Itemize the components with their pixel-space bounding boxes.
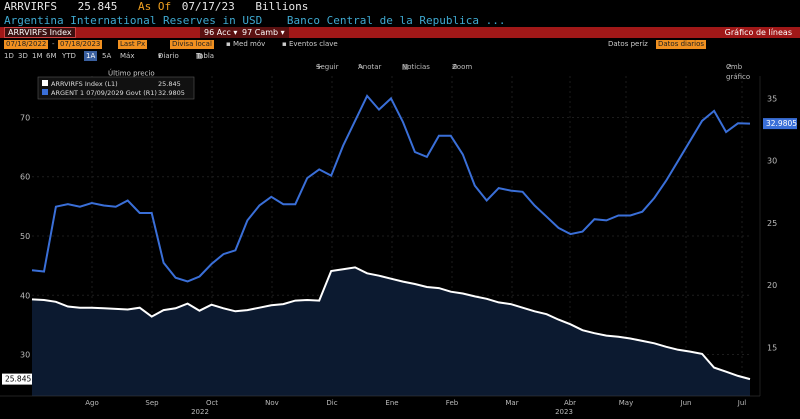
legend-swatch-bond xyxy=(42,89,48,95)
field-select[interactable]: Last Px xyxy=(118,40,148,49)
camb-num: 97 xyxy=(242,28,253,37)
controls-bar: 07/18/2022 - 07/18/2023 Last Px Divisa l… xyxy=(0,39,800,50)
camb-menu[interactable]: 97 Camb ▾ xyxy=(238,27,289,38)
left-y-tick-label: 40 xyxy=(20,291,30,300)
acc-num: 96 xyxy=(204,28,215,37)
period-3d[interactable]: 3D xyxy=(18,52,28,60)
right-last-badge xyxy=(763,118,797,130)
bond-line xyxy=(31,94,751,283)
datos-label: Datos períz xyxy=(608,40,648,48)
x-tick-label: Feb xyxy=(446,399,459,407)
left-y-tick-label: 30 xyxy=(20,351,30,360)
x-tick-label: Jun xyxy=(680,399,692,407)
pencil-icon: ✎ xyxy=(358,63,364,71)
chart-toolbar: ✛ Seguir ✎ Anotar ▤ Noticias ⊕ Zoom ↗ Cm… xyxy=(0,62,760,81)
legend: Último precio ARRVIRFS Index (L1) 25.845… xyxy=(37,69,195,100)
legend-value-bond: 32.9805 xyxy=(158,89,185,97)
legend-label-reserves: ARRVIRFS Index (L1) xyxy=(51,80,118,88)
zoom-icon: ⊕ xyxy=(452,63,458,71)
x-tick-label: Nov xyxy=(265,399,279,407)
x-tick-label: Sep xyxy=(145,399,159,407)
right-y-tick-label: 30 xyxy=(767,157,777,166)
period-1a[interactable]: 1A xyxy=(84,51,98,61)
reserves-area-fill xyxy=(32,267,750,396)
date-separator: - xyxy=(52,40,55,48)
tabla-label: Tabla xyxy=(196,52,215,60)
command-bar: ARRVIRFS Index 96 Acc ▾ 97 Camb ▾ Gráfic… xyxy=(0,27,800,38)
left-y-tick-label: 60 xyxy=(20,173,30,182)
period-máx[interactable]: Máx xyxy=(120,52,135,60)
axes: Ago Sep Oct Nov Dic Ene Feb Mar Abr May Jun Jul 2022… xyxy=(0,76,777,416)
year-label: 2023 xyxy=(555,408,573,416)
x-tick-label: Jul xyxy=(737,399,747,407)
x-tick-label: Mar xyxy=(505,399,518,407)
period-ytd[interactable]: YTD xyxy=(62,52,76,60)
last-value-badges: 25.845 32.9805 xyxy=(2,118,797,385)
news-icon: ▤ xyxy=(402,63,409,71)
source-label: Banco Central de la Republica ... xyxy=(286,14,506,27)
last-value: 25.845 xyxy=(77,0,118,13)
as-of-date: 07/17/23 xyxy=(181,0,235,13)
acc-menu[interactable]: 96 Acc ▾ xyxy=(200,27,242,38)
anotar-label: Anotar xyxy=(358,63,382,71)
legend-label-bond: ARGENT 1 07/09/2029 Govt (R1) xyxy=(51,89,157,97)
med-mov-toggle[interactable]: ▪ Med móv xyxy=(226,40,266,48)
period-6m[interactable]: 6M xyxy=(46,52,57,60)
start-date-field[interactable]: 07/18/2022 xyxy=(4,40,49,49)
zoom-label: Zoom xyxy=(452,63,473,71)
left-last-badge-text: 25.845 xyxy=(5,375,31,384)
tabla-icon: ▦ xyxy=(196,52,203,60)
left-last-badge xyxy=(2,373,32,385)
right-y-tick-label: 25 xyxy=(767,219,777,228)
x-tick-label: Ene xyxy=(385,399,398,407)
frequency-select[interactable]: Diario ▾ xyxy=(158,52,179,60)
cmb-grafico-label: Cmb gráfico xyxy=(726,63,751,81)
currency-select[interactable]: Divisa local xyxy=(170,40,214,49)
frequency-label: Diario xyxy=(158,52,179,60)
period-5a[interactable]: 5A xyxy=(102,52,112,60)
x-tick-label: Dic xyxy=(326,399,337,407)
eventos-label: Eventos clave xyxy=(288,40,338,48)
x-tick-label: May xyxy=(619,399,633,407)
x-tick-label: Abr xyxy=(564,399,576,407)
reserves-line xyxy=(31,266,751,381)
med-mov-label: Med móv xyxy=(232,40,266,48)
left-y-tick-label: 50 xyxy=(20,232,30,241)
ticker-field[interactable]: ARRVIRFS Index xyxy=(4,27,76,38)
series-description: Argentina International Reserves in USD xyxy=(4,14,263,27)
x-tick-label: Ago xyxy=(85,399,99,407)
period-bar: 1D 3D 1M 6M YTD 1A 5A Máx Diario ▾ ▦ Tabla xyxy=(0,51,800,61)
legend-swatch-reserves xyxy=(42,80,48,86)
left-y-tick-label: 70 xyxy=(20,113,30,122)
datos-select[interactable]: Datos diarios xyxy=(656,40,707,49)
as-of-label: As Of xyxy=(137,0,172,13)
eventos-toggle[interactable]: ▪ Eventos clave xyxy=(282,40,338,48)
seguir-label: Seguir xyxy=(316,63,339,71)
right-y-tick-label: 35 xyxy=(767,94,777,103)
camb-label: Camb xyxy=(254,28,279,37)
period-1m[interactable]: 1M xyxy=(32,52,43,60)
description-bar: Argentina International Reserves in USD … xyxy=(0,14,800,27)
x-tick-label: Oct xyxy=(206,399,218,407)
right-y-tick-label: 15 xyxy=(767,343,777,352)
legend-value-reserves: 25.845 xyxy=(158,80,181,88)
chart-type-label: Gráfico de líneas xyxy=(724,28,792,37)
right-last-badge-text: 32.9805 xyxy=(766,119,797,128)
acc-label: Acc xyxy=(216,28,231,37)
end-date-field[interactable]: 07/18/2023 xyxy=(58,40,103,49)
noticias-label: Noticias xyxy=(402,63,430,71)
period-1d[interactable]: 1D xyxy=(4,52,14,60)
units-label: Billions xyxy=(255,0,309,13)
year-label: 2022 xyxy=(191,408,209,416)
chart-icon: ↗ xyxy=(726,63,732,71)
crosshair-icon: ✛ xyxy=(316,63,322,71)
legend-box xyxy=(37,76,195,100)
header-bar: ARRVIRFS 25.845 As Of 07/17/23 Billions xyxy=(0,0,800,14)
ticker-label: ARRVIRFS xyxy=(4,0,57,13)
right-y-tick-label: 20 xyxy=(767,281,777,290)
legend-title: Último precio xyxy=(108,69,155,78)
